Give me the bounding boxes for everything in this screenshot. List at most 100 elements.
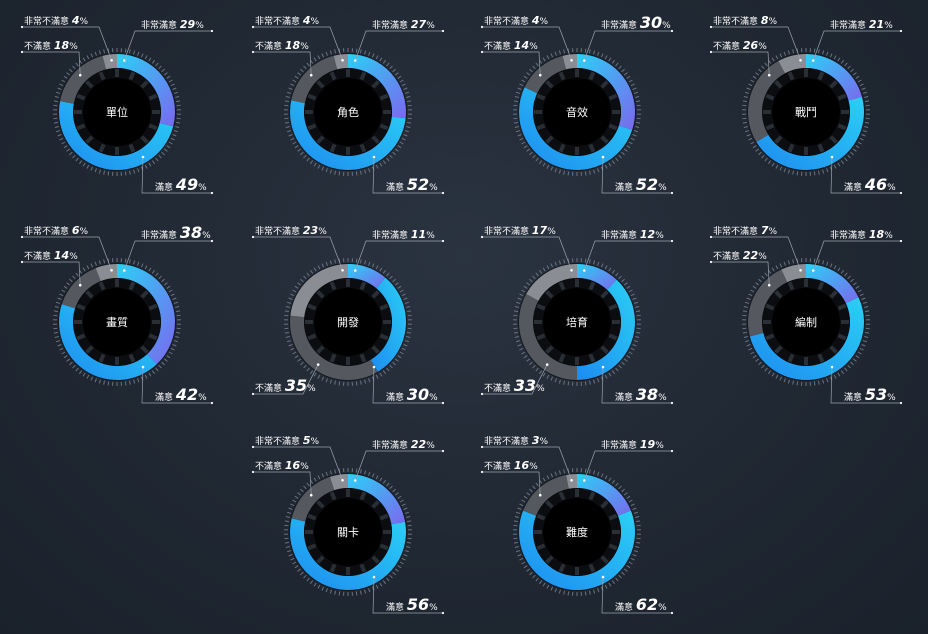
segment-非常滿意	[348, 54, 406, 119]
label-非常不滿意: 非常不滿意 7%	[713, 224, 778, 237]
dial-ticks	[513, 48, 641, 176]
callouts: 非常不滿意 23% 不滿意 35% 非常滿意 11% 滿意 30%	[251, 224, 445, 405]
chart-title: 角色	[337, 105, 359, 119]
segment-非常滿意	[348, 474, 406, 525]
label-非常不滿意: 非常不滿意 8%	[713, 14, 778, 27]
segment-不滿意	[61, 268, 101, 309]
donut-chart-角色: 角色 非常不滿意 4% 不滿意 18% 非常滿意 27% 滿意 52%	[251, 14, 445, 195]
dial-ticks	[284, 48, 412, 176]
label-滿意: 滿意 53%	[844, 385, 896, 404]
label-非常滿意: 非常滿意 21%	[830, 18, 893, 31]
center-disc	[543, 288, 611, 356]
chart-title: 單位	[106, 105, 128, 119]
center-disc	[314, 78, 382, 146]
callouts: 非常不滿意 4% 不滿意 18% 非常滿意 29% 滿意 49%	[20, 14, 214, 195]
label-非常滿意: 非常滿意 11%	[372, 228, 435, 241]
label-不滿意: 不滿意 14%	[24, 249, 78, 262]
segment-非常滿意	[577, 264, 617, 290]
label-滿意: 滿意 30%	[386, 385, 438, 404]
segment-非常滿意	[117, 264, 176, 365]
dial-ticks	[742, 258, 870, 386]
segment-非常不滿意	[562, 54, 577, 70]
label-非常滿意: 非常滿意 22%	[372, 438, 435, 451]
inner-ticks	[534, 489, 620, 575]
callouts: 非常不滿意 5% 不滿意 16% 非常滿意 22% 滿意 56%	[251, 434, 445, 615]
label-滿意: 滿意 56%	[386, 595, 438, 614]
segment-滿意	[59, 101, 174, 170]
inner-ticks	[305, 69, 391, 155]
donut-chart-單位: 單位 非常不滿意 4% 不滿意 18% 非常滿意 29% 滿意 49%	[20, 14, 214, 195]
segment-不滿意	[291, 55, 338, 104]
segment-滿意	[59, 304, 157, 380]
label-不滿意: 不滿意 16%	[255, 459, 309, 472]
segment-非常滿意	[806, 54, 862, 101]
label-非常不滿意: 非常不滿意 4%	[484, 14, 549, 27]
segment-不滿意	[748, 269, 788, 337]
segment-非常不滿意	[333, 54, 348, 70]
label-滿意: 滿意 42%	[155, 385, 207, 404]
segment-滿意	[577, 279, 635, 380]
label-不滿意: 不滿意 18%	[255, 39, 309, 52]
dial-ticks	[513, 258, 641, 386]
chart-title: 編制	[795, 315, 817, 329]
segment-不滿意	[60, 55, 107, 104]
segment-不滿意	[519, 294, 577, 380]
donut-chart-培育: 培育 非常不滿意 17% 不滿意 33% 非常滿意 12% 滿意 38%	[480, 224, 674, 405]
label-滿意: 滿意 46%	[844, 175, 896, 194]
label-滿意: 滿意 52%	[386, 175, 438, 194]
chart-title: 培育	[566, 315, 588, 329]
center-disc	[543, 78, 611, 146]
segment-非常滿意	[577, 474, 631, 516]
inner-ticks	[305, 279, 391, 365]
donut-chart-關卡: 關卡 非常不滿意 5% 不滿意 16% 非常滿意 22% 滿意 56%	[251, 434, 445, 615]
label-不滿意: 不滿意 22%	[713, 249, 767, 262]
segment-滿意	[289, 100, 406, 171]
segment-非常滿意	[117, 54, 175, 127]
label-非常滿意: 非常滿意 30%	[601, 13, 671, 32]
label-非常滿意: 非常滿意 29%	[141, 18, 204, 31]
segment-非常不滿意	[290, 264, 348, 318]
segment-不滿意	[290, 315, 378, 380]
chart-title: 戰鬥	[795, 106, 817, 119]
callouts: 非常不滿意 4% 不滿意 14% 非常滿意 30% 滿意 52%	[480, 13, 674, 195]
label-滿意: 滿意 38%	[615, 385, 667, 404]
label-滿意: 滿意 49%	[155, 175, 207, 194]
label-滿意: 滿意 62%	[615, 595, 667, 614]
donut-chart-難度: 難度 非常不滿意 3% 不滿意 16% 非常滿意 19% 滿意 62%	[480, 434, 674, 615]
chart-title: 畫質	[106, 315, 128, 329]
segment-滿意	[756, 96, 865, 171]
segment-非常不滿意	[778, 54, 806, 74]
callouts: 非常不滿意 6% 不滿意 14% 非常滿意 38% 滿意 42%	[20, 223, 214, 405]
chart-title: 難度	[566, 525, 588, 539]
label-不滿意: 不滿意 35%	[255, 376, 316, 395]
dial-ticks	[53, 48, 181, 176]
dial-ticks	[53, 258, 181, 386]
dial-ticks	[513, 468, 641, 596]
label-不滿意: 不滿意 14%	[484, 39, 538, 52]
segment-非常不滿意	[95, 264, 117, 282]
label-非常滿意: 非常滿意 38%	[141, 223, 211, 242]
chart-title: 關卡	[337, 526, 359, 539]
donut-chart-戰鬥: 戰鬥 非常不滿意 8% 不滿意 26% 非常滿意 21% 滿意 46%	[709, 14, 903, 195]
label-非常不滿意: 非常不滿意 4%	[24, 14, 89, 27]
segment-非常滿意	[348, 264, 386, 289]
center-disc	[314, 498, 382, 566]
callouts: 非常不滿意 17% 不滿意 33% 非常滿意 12% 滿意 38%	[480, 224, 674, 405]
center-disc	[772, 78, 840, 146]
center-disc	[83, 78, 151, 146]
inner-ticks	[534, 69, 620, 155]
label-不滿意: 不滿意 16%	[484, 459, 538, 472]
dial-ticks	[742, 48, 870, 176]
label-不滿意: 不滿意 18%	[24, 39, 78, 52]
inner-ticks	[74, 279, 160, 365]
donut-chart-開發: 開發 非常不滿意 23% 不滿意 35% 非常滿意 11% 滿意 30%	[251, 224, 445, 405]
segment-滿意	[519, 87, 633, 170]
segment-非常滿意	[577, 54, 635, 130]
center-disc	[83, 288, 151, 356]
chart-title: 開發	[337, 315, 359, 329]
label-非常不滿意: 非常不滿意 6%	[24, 224, 89, 237]
chart-title: 音效	[566, 105, 588, 119]
segment-不滿意	[523, 475, 569, 516]
label-非常滿意: 非常滿意 18%	[830, 228, 893, 241]
